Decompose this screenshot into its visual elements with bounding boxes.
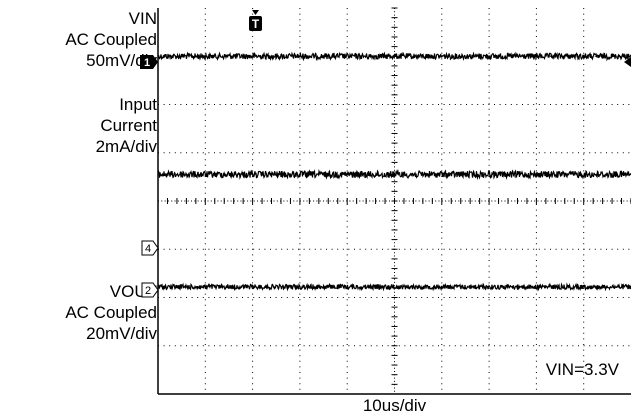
ch1-marker-label: 1 <box>144 57 150 69</box>
trace-ch4 <box>157 168 631 181</box>
ch1-ground-marker: 1 <box>140 55 158 69</box>
trigger-position-marker: T <box>249 10 262 31</box>
vin-label-name: VIN <box>128 9 157 28</box>
ch4-marker-label: 4 <box>145 243 151 255</box>
vin-channel-label: VIN AC Coupled 50mV/div <box>65 8 157 71</box>
vin-label-coupling: AC Coupled <box>65 30 157 49</box>
trace-ch1 <box>157 51 631 62</box>
input-current-label-line1: Input <box>119 95 157 114</box>
vin-label-scale: 50mV/div <box>86 51 157 70</box>
timebase-label: 10us/div <box>362 396 427 415</box>
graticule <box>157 7 631 395</box>
vout-label-scale: 20mV/div <box>86 324 157 343</box>
trace-layer <box>157 51 631 292</box>
input-current-label-line2: Current <box>100 116 157 135</box>
test-condition-label: VIN=3.3V <box>545 360 619 379</box>
vout-channel-label: VOUT AC Coupled 20mV/div <box>65 281 157 344</box>
trigger-marker-label: T <box>252 17 260 31</box>
trace-ch2 <box>157 282 631 292</box>
input-current-label-scale: 2mA/div <box>95 137 157 156</box>
ch2-ground-marker: 2 <box>141 282 159 298</box>
input-current-channel-label: Input Current 2mA/div <box>96 94 157 157</box>
marker-layer: T 1 4 2 <box>140 10 631 298</box>
ch2-marker-label: 2 <box>145 285 151 297</box>
vout-label-coupling: AC Coupled <box>65 303 157 322</box>
trigger-level-marker <box>624 57 631 67</box>
ch4-ground-marker: 4 <box>141 240 159 256</box>
